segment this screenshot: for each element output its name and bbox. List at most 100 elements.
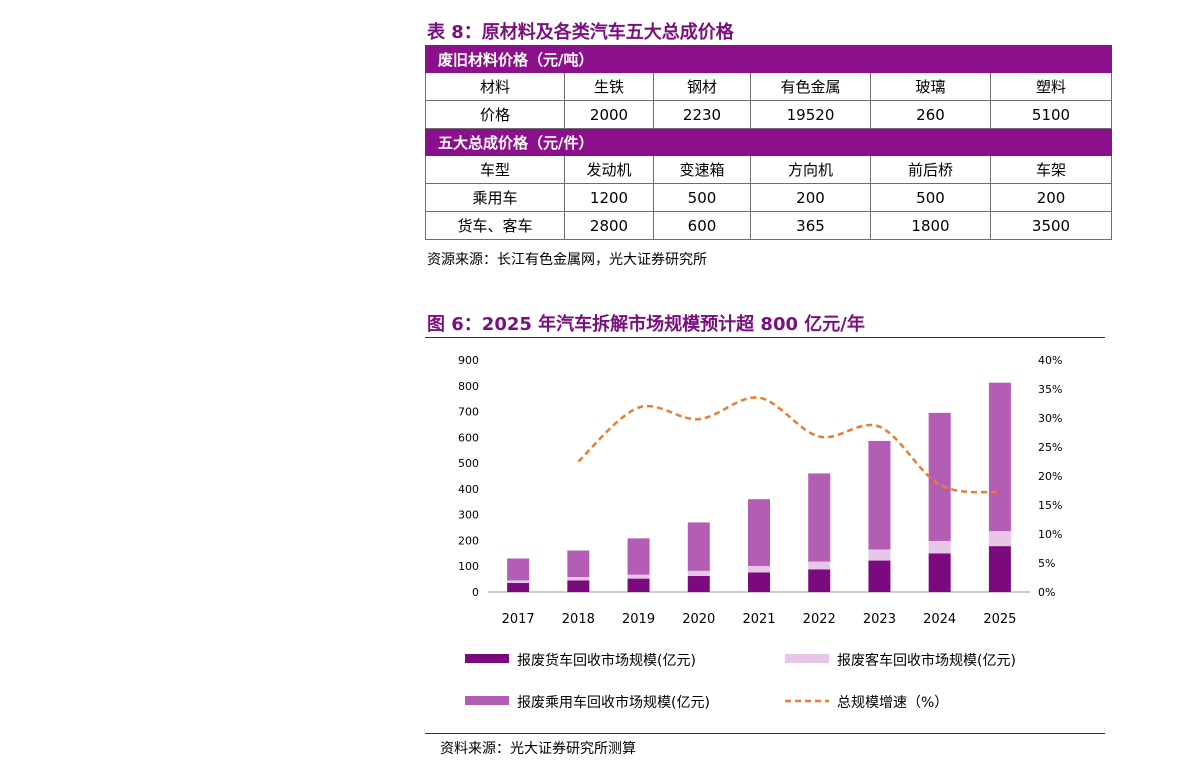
bar-segment xyxy=(507,582,530,592)
legend-entry: 报废货车回收市场规模(亿元) xyxy=(517,652,696,669)
row-label: 乘用车 xyxy=(425,183,565,212)
y2-tick-label: 0% xyxy=(1038,586,1055,599)
table-title: 表 8：原材料及各类汽车五大总成价格 xyxy=(427,22,734,43)
table-cell: 方向机 xyxy=(750,155,871,184)
table-source-note: 资源来源：长江有色金属网，光大证券研究所 xyxy=(427,252,707,268)
figure-title: 图 6：2025 年汽车拆解市场规模预计超 800 亿元/年 xyxy=(427,314,865,335)
legend-swatch xyxy=(465,696,509,705)
y-tick-label: 100 xyxy=(458,560,479,573)
bar-segment xyxy=(988,382,1011,532)
table-cell: 260 xyxy=(870,100,991,129)
table-cell: 1800 xyxy=(870,211,991,240)
section-header-assemblies: 五大总成价格（元/件） xyxy=(424,128,1113,156)
y2-tick-label: 25% xyxy=(1038,441,1062,454)
table-cell: 3500 xyxy=(989,211,1113,240)
table-cell: 发动机 xyxy=(564,155,654,184)
row-label: 车型 xyxy=(425,155,565,184)
bar-segment xyxy=(808,473,831,562)
table-cell: 19520 xyxy=(750,100,871,129)
bar-segment xyxy=(868,440,891,550)
table-cell: 365 xyxy=(750,211,871,240)
row-label: 价格 xyxy=(425,100,565,129)
y2-tick-label: 20% xyxy=(1038,470,1062,483)
y-tick-label: 800 xyxy=(458,380,479,393)
market-size-chart: 0 100 200 300 400 500 600 700 800 900 0% 5% 10% 15% 20… xyxy=(458,354,1062,711)
x-tick-label: 2025 xyxy=(983,612,1016,627)
figure-source-note: 资料来源：光大证券研究所测算 xyxy=(440,741,636,757)
y2-tick-label: 40% xyxy=(1038,354,1062,367)
column-header-row: 车型 发动机 变速箱 方向机 前后桥 车架 xyxy=(425,155,1113,184)
table-row: 价格 2000 2230 19520 260 5100 xyxy=(425,100,1113,129)
table-cell: 600 xyxy=(653,211,751,240)
bar-segment xyxy=(928,412,951,541)
y-tick-label: 600 xyxy=(458,431,479,444)
x-tick-label: 2022 xyxy=(803,612,836,627)
bar-segment xyxy=(627,578,650,592)
table-cell: 前后桥 xyxy=(870,155,991,184)
row-label: 货车、客车 xyxy=(425,211,565,240)
bar-segment xyxy=(928,553,951,592)
bar-segment xyxy=(567,580,590,592)
bar-segment xyxy=(868,560,891,592)
table-cell: 200 xyxy=(989,183,1113,212)
x-tick-label: 2021 xyxy=(742,612,775,627)
y2-tick-label: 30% xyxy=(1038,412,1062,425)
bar-segment xyxy=(627,538,650,575)
x-tick-label: 2018 xyxy=(562,612,595,627)
legend-swatch xyxy=(465,654,509,663)
y-tick-label: 0 xyxy=(472,586,479,599)
table-cell: 塑料 xyxy=(989,72,1113,101)
bar-segment xyxy=(808,561,831,570)
bar-segment xyxy=(627,574,650,579)
table-cell: 500 xyxy=(653,183,751,212)
bar-segment xyxy=(928,540,951,554)
table-cell: 2800 xyxy=(564,211,654,240)
bar-segment xyxy=(687,576,710,592)
table-cell: 500 xyxy=(870,183,991,212)
y2-tick-label: 15% xyxy=(1038,499,1062,512)
bar-segment xyxy=(507,558,530,581)
row-label: 材料 xyxy=(425,72,565,101)
bar-segment xyxy=(567,577,590,581)
x-tick-label: 2019 xyxy=(622,612,655,627)
x-tick-label: 2017 xyxy=(502,612,535,627)
bar-segment xyxy=(507,580,530,583)
table-cell: 5100 xyxy=(989,100,1113,129)
legend-entry: 报废乘用车回收市场规模(亿元) xyxy=(517,694,710,711)
price-table: 废旧材料价格（元/吨） 材料 生铁 钢材 有色金属 玻璃 塑料 价格 2000 2230 19520… xyxy=(424,45,1113,240)
table-cell: 钢材 xyxy=(653,72,751,101)
bar-segment xyxy=(687,522,710,571)
table-row: 乘用车 1200 500 200 500 200 xyxy=(425,183,1113,212)
section-label: 五大总成价格（元/件） xyxy=(424,128,1113,156)
y2-tick-label: 35% xyxy=(1038,383,1062,396)
bar-segment xyxy=(808,569,831,592)
bar-segment xyxy=(687,570,710,577)
bar-segment xyxy=(988,531,1011,547)
column-header-row: 材料 生铁 钢材 有色金属 玻璃 塑料 xyxy=(425,72,1113,101)
y-tick-label: 700 xyxy=(458,406,479,419)
table-cell: 车架 xyxy=(989,155,1113,184)
table-cell: 变速箱 xyxy=(653,155,751,184)
section-label: 废旧材料价格（元/吨） xyxy=(424,45,1113,73)
bar-segment xyxy=(988,546,1011,592)
growth-rate-line xyxy=(577,396,1001,494)
y-tick-label: 400 xyxy=(458,483,479,496)
y-tick-label: 900 xyxy=(458,354,479,367)
y-tick-label: 200 xyxy=(458,534,479,547)
bar-segment xyxy=(868,549,891,561)
x-tick-label: 2020 xyxy=(682,612,715,627)
y2-tick-label: 5% xyxy=(1038,557,1055,570)
bar-segment xyxy=(567,550,590,578)
table-row: 货车、客车 2800 600 365 1800 3500 xyxy=(425,211,1113,240)
section-header-materials: 废旧材料价格（元/吨） xyxy=(424,45,1113,73)
x-tick-label: 2024 xyxy=(923,612,956,627)
legend-swatch xyxy=(785,654,829,663)
figure-top-rule xyxy=(425,337,1105,338)
table-cell: 玻璃 xyxy=(870,72,991,101)
y2-tick-label: 10% xyxy=(1038,528,1062,541)
x-tick-label: 2023 xyxy=(863,612,896,627)
table-cell: 1200 xyxy=(564,183,654,212)
table-cell: 生铁 xyxy=(564,72,654,101)
table-cell: 2230 xyxy=(653,100,751,129)
figure-bottom-rule xyxy=(425,733,1105,734)
